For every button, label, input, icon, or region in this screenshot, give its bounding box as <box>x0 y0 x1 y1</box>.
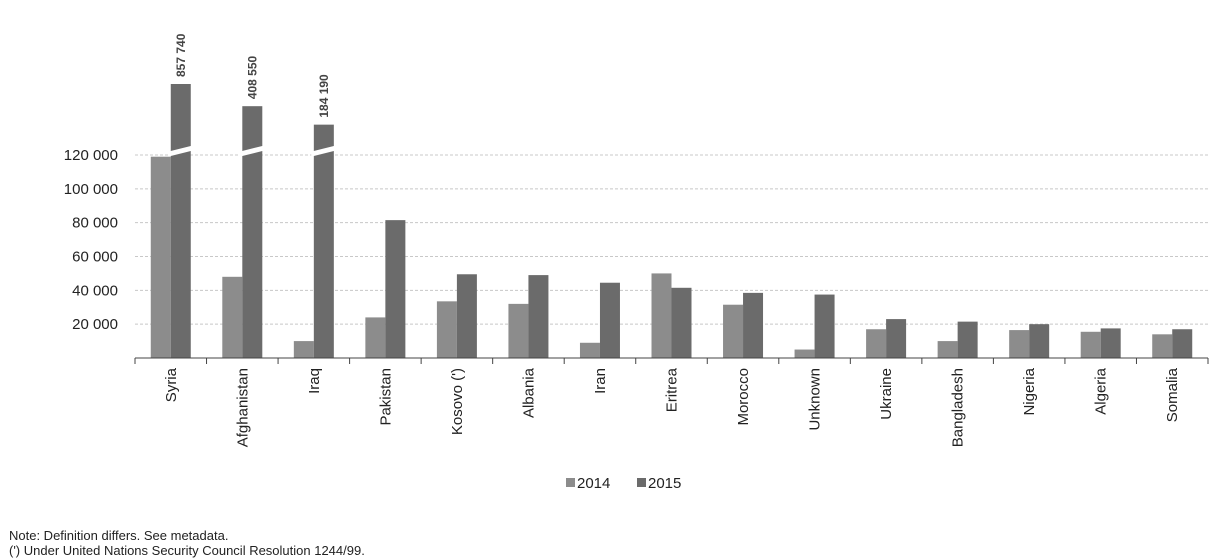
x-tick-label: Unknown <box>807 368 824 431</box>
bar-albania-2015 <box>528 275 549 358</box>
y-tick-label: 20 000 <box>72 316 118 333</box>
bar-ukraine-2014 <box>866 329 887 358</box>
bar-unknown-2015 <box>814 294 835 358</box>
bar-chart: 20 000 40 000 60 000 80 000 100 000 120 000 8… <box>64 33 1209 492</box>
bar-morocco-2015 <box>743 292 764 358</box>
bar-albania-2014 <box>508 303 529 358</box>
x-tick-label: Iran <box>592 368 609 394</box>
y-tick-label: 120 000 <box>64 147 118 164</box>
y-tick-label: 80 000 <box>72 215 118 232</box>
bar-eritrea-2015 <box>671 287 692 358</box>
x-tick-label: Albania <box>520 367 537 418</box>
bar-pakistan-2014 <box>365 317 386 358</box>
x-tick-label: Nigeria <box>1021 367 1038 415</box>
bar-syria-2015 <box>170 84 191 358</box>
bar-bangladesh-2015 <box>957 321 978 358</box>
x-tick-label: Kosovo (') <box>449 368 466 435</box>
y-tick-label: 60 000 <box>72 249 118 266</box>
bar-nigeria-2014 <box>1009 330 1030 358</box>
y-axis: 20 000 40 000 60 000 80 000 100 000 120 000 <box>64 147 118 333</box>
bar-algeria-2015 <box>1100 328 1121 358</box>
bar-somalia-2014 <box>1152 334 1173 358</box>
bar-eritrea-2014 <box>651 273 672 358</box>
axis-break-mark <box>311 145 337 157</box>
x-tick-label: Afghanistan <box>234 368 251 447</box>
x-tick-label: Syria <box>163 367 180 402</box>
legend: 2014 2015 <box>566 475 681 492</box>
legend-label-2014: 2014 <box>577 475 610 492</box>
y-tick-label: 100 000 <box>64 181 118 198</box>
note-definition: Note: Definition differs. See metadata. <box>9 528 229 543</box>
x-tick-label: Somalia <box>1164 367 1181 422</box>
bar-iraq-2015 <box>313 124 334 358</box>
x-tick-label: Iraq <box>306 368 323 394</box>
data-label-iraq: 184 190 <box>317 74 331 118</box>
data-label-syria: 857 740 <box>174 33 188 77</box>
axis-break-mark <box>239 145 265 157</box>
x-tick-label: Morocco <box>735 368 752 426</box>
bar-kosovo-2014 <box>436 301 457 358</box>
x-tick-label: Pakistan <box>377 368 394 426</box>
bar-somalia-2015 <box>1172 329 1193 358</box>
bar-kosovo-2015 <box>456 274 477 358</box>
bars: 857 740 408 550 184 190 <box>150 33 1193 358</box>
bar-ukraine-2015 <box>886 319 907 358</box>
bar-iran-2015 <box>599 282 620 358</box>
x-tick-label: Bangladesh <box>950 368 967 447</box>
note-kosovo-footnote: (') Under United Nations Security Counci… <box>9 543 365 558</box>
legend-swatch-2015 <box>637 478 646 487</box>
x-tick-label: Algeria <box>1093 367 1110 414</box>
x-tick-label: Eritrea <box>664 367 681 412</box>
bar-iran-2014 <box>579 342 600 358</box>
bar-iraq-2014 <box>293 341 314 358</box>
bar-afghanistan-2015 <box>242 106 263 358</box>
axis-break-mark <box>168 145 194 157</box>
x-tick-label: Ukraine <box>878 368 895 420</box>
bar-afghanistan-2014 <box>222 276 243 358</box>
legend-label-2015: 2015 <box>648 475 681 492</box>
bar-morocco-2014 <box>723 304 744 358</box>
bar-pakistan-2015 <box>385 220 406 358</box>
y-tick-label: 40 000 <box>72 282 118 299</box>
bar-unknown-2014 <box>794 349 815 358</box>
bar-nigeria-2015 <box>1029 324 1050 358</box>
x-axis: Syria Afghanistan Iraq Pakistan Kosovo (') Al… <box>134 357 1209 447</box>
bar-algeria-2014 <box>1080 331 1101 358</box>
legend-swatch-2014 <box>566 478 575 487</box>
bar-syria-2014 <box>150 156 171 358</box>
data-label-afghanistan: 408 550 <box>245 55 259 99</box>
bar-bangladesh-2014 <box>937 341 958 358</box>
